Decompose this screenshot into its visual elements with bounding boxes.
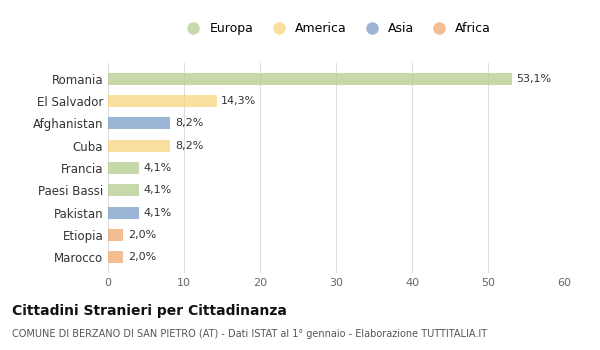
Text: 53,1%: 53,1% <box>516 74 551 84</box>
Text: 8,2%: 8,2% <box>175 118 203 128</box>
Bar <box>108 206 139 219</box>
Text: 4,1%: 4,1% <box>144 208 172 218</box>
Bar <box>108 117 170 130</box>
Bar <box>108 162 139 174</box>
Bar <box>108 184 139 196</box>
Bar <box>108 72 512 85</box>
Text: 4,1%: 4,1% <box>144 163 172 173</box>
Text: 2,0%: 2,0% <box>128 230 156 240</box>
Text: COMUNE DI BERZANO DI SAN PIETRO (AT) - Dati ISTAT al 1° gennaio - Elaborazione T: COMUNE DI BERZANO DI SAN PIETRO (AT) - D… <box>12 329 487 339</box>
Text: 8,2%: 8,2% <box>175 141 203 150</box>
Bar <box>108 140 170 152</box>
Legend: Europa, America, Asia, Africa: Europa, America, Asia, Africa <box>176 17 496 40</box>
Text: Cittadini Stranieri per Cittadinanza: Cittadini Stranieri per Cittadinanza <box>12 304 287 318</box>
Bar <box>108 251 123 264</box>
Text: 4,1%: 4,1% <box>144 186 172 195</box>
Text: 14,3%: 14,3% <box>221 96 256 106</box>
Bar <box>108 229 123 241</box>
Text: 2,0%: 2,0% <box>128 252 156 262</box>
Bar <box>108 95 217 107</box>
